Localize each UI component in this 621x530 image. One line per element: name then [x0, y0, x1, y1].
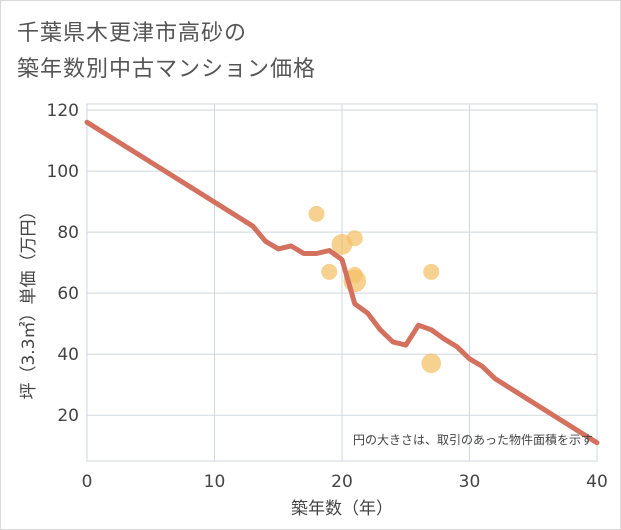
y-tick-label-80: 80	[57, 223, 79, 243]
y-tick-label-20: 20	[57, 406, 79, 426]
chart-title-line-1: 千葉県木更津市高砂の	[17, 21, 248, 46]
x-tick-label-20: 20	[331, 472, 353, 492]
y-tick-label-40: 40	[57, 345, 79, 365]
size-note: 円の大きさは、取引のあった物件面積を示す	[353, 432, 593, 447]
x-tick-label-30: 30	[459, 472, 481, 492]
data-bubble-6	[423, 263, 440, 280]
data-bubble-3	[346, 230, 363, 247]
y-tick-label-120: 120	[47, 101, 79, 121]
y-axis-title: 坪（3.3㎡）単価（万円）	[19, 202, 39, 399]
y-tick-label-60: 60	[57, 284, 79, 304]
line-layer	[84, 119, 600, 446]
x-tick-label-0: 0	[82, 472, 93, 492]
data-bubble-0	[308, 205, 325, 222]
data-bubble-7	[421, 353, 442, 374]
chart-title-line-2: 築年数別中古マンション価格	[17, 57, 317, 82]
y-tick-label-100: 100	[47, 162, 79, 182]
market-trend-line	[84, 119, 600, 446]
x-axis-title: 築年数（年）	[291, 499, 393, 519]
x-tick-label-40: 40	[586, 472, 608, 492]
grid-layer	[87, 104, 597, 461]
data-bubble-1	[321, 263, 338, 280]
x-tick-label-10: 10	[204, 472, 226, 492]
tick-layer: 0 10 20 30 40 20 40 60 80 100 120	[47, 101, 608, 492]
